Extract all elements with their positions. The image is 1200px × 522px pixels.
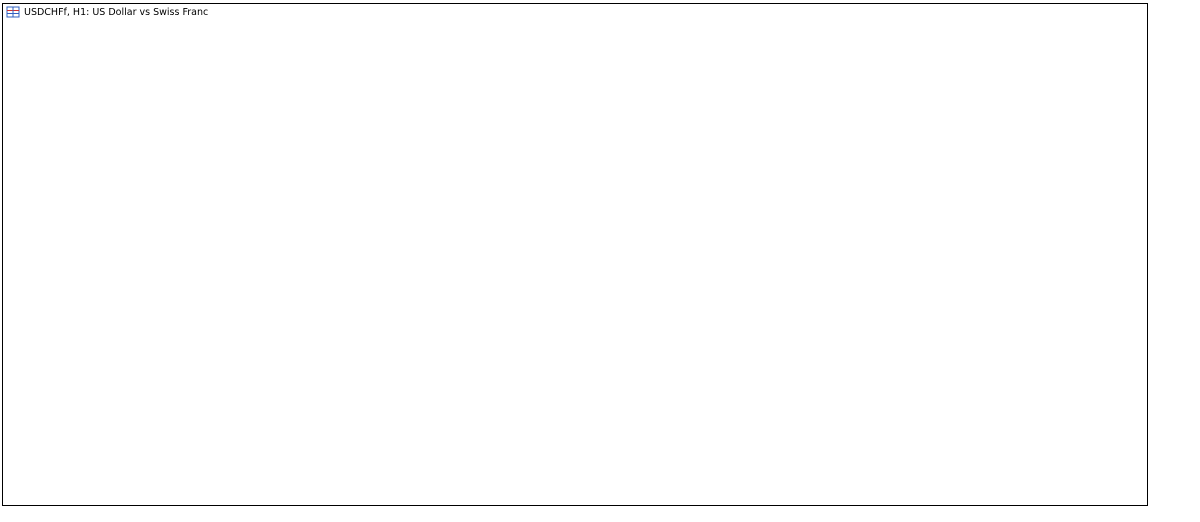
chart-icon [6,6,20,18]
plot-frame [2,3,1148,506]
chart-title: USDCHFf, H1: US Dollar vs Swiss Franc [24,7,208,18]
